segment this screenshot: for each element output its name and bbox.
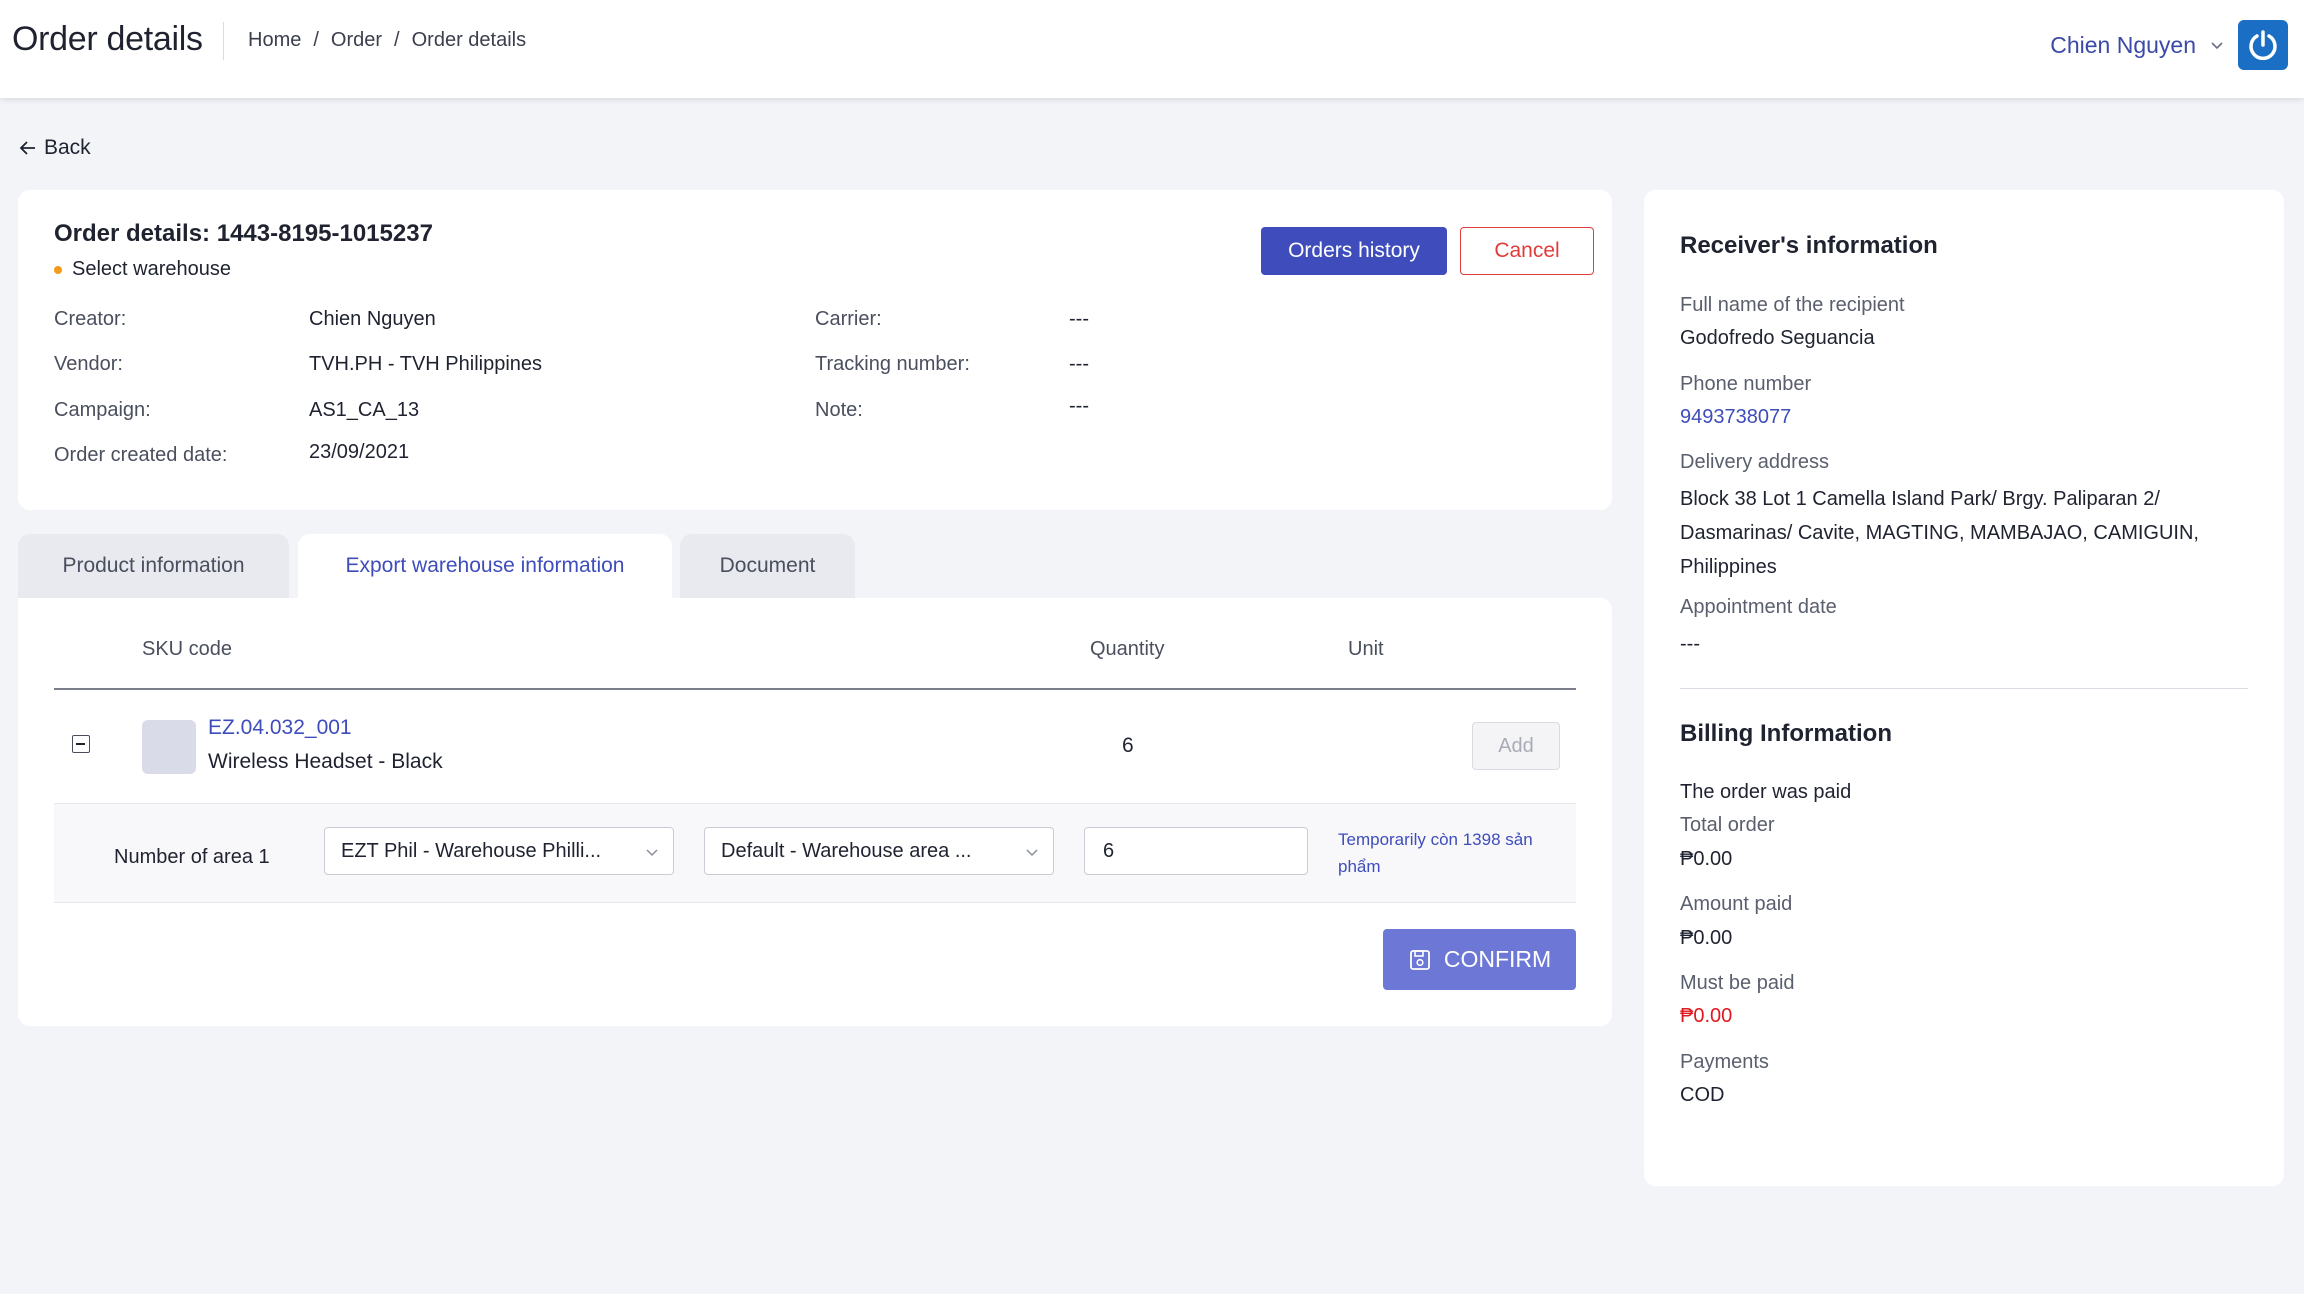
tab-document[interactable]: Document (680, 534, 855, 598)
collapse-row-icon[interactable] (72, 735, 90, 753)
created-date-value: 23/09/2021 (309, 441, 410, 463)
sku-link[interactable]: EZ.04.032_001 (208, 716, 352, 739)
appointment-date-label: Appointment date (1680, 596, 1837, 618)
column-header-sku: SKU code (142, 638, 233, 660)
arrow-left-icon (19, 141, 35, 155)
amount-paid-label: Amount paid (1680, 893, 1793, 915)
cancel-order-button[interactable]: Cancel (1460, 227, 1594, 275)
export-warehouse-panel: SKU code Quantity Unit EZ.04.032_001 Wir… (18, 598, 1612, 1026)
top-bar: Order details Home / Order / Order detai… (0, 0, 2304, 98)
must-be-paid-value: ₱0.00 (1680, 1005, 1733, 1027)
column-header-unit: Unit (1348, 638, 1384, 660)
warehouse-select[interactable]: EZT Phil - Warehouse Philli... (324, 827, 674, 875)
power-logo-icon[interactable] (2238, 20, 2288, 70)
column-header-quantity: Quantity (1090, 638, 1165, 660)
breadcrumb-current: Order details (411, 29, 527, 51)
product-name: Wireless Headset - Black (208, 750, 443, 773)
total-order-value: ₱0.00 (1680, 848, 1733, 870)
phone-label: Phone number (1680, 373, 1812, 395)
back-label: Back (44, 136, 91, 159)
delivery-address: Block 38 Lot 1 Camella Island Park/ Brgy… (1680, 488, 2199, 578)
breadcrumb-order[interactable]: Order (330, 29, 383, 51)
area-label: Number of area 1 (114, 846, 270, 868)
phone-number-link[interactable]: 9493738077 (1680, 406, 1792, 428)
area-quantity-input[interactable] (1084, 827, 1308, 875)
warehouse-area-select-value: Default - Warehouse area ... (721, 839, 972, 862)
receiver-billing-card: Receiver's information Full name of the … (1644, 190, 2284, 1186)
confirm-label: CONFIRM (1443, 946, 1552, 972)
confirm-button[interactable]: CONFIRM (1383, 929, 1576, 990)
recipient-name: Godofredo Seguancia (1680, 327, 1875, 349)
chevron-down-icon (646, 849, 658, 857)
payments-value: COD (1680, 1084, 1725, 1106)
order-title: Order details: 1443-8195-1015237 (54, 220, 433, 247)
breadcrumb-separator: / (394, 29, 400, 51)
breadcrumb: Home / Order / Order details (248, 29, 526, 52)
order-status: Select warehouse (54, 258, 231, 281)
stock-note: Temporarily còn 1398 sản phẩm (1338, 830, 1533, 876)
recipient-name-label: Full name of the recipient (1680, 294, 1905, 316)
product-thumbnail (142, 720, 196, 774)
must-be-paid-label: Must be paid (1680, 972, 1795, 994)
breadcrumb-separator: / (313, 29, 319, 51)
creator-value: Chien Nguyen (309, 308, 436, 330)
title-divider (223, 22, 224, 60)
warehouse-area-select[interactable]: Default - Warehouse area ... (704, 827, 1054, 875)
add-area-button[interactable]: Add (1472, 722, 1560, 770)
save-icon (1409, 949, 1430, 970)
campaign-label: Campaign: (54, 399, 151, 421)
tracking-label: Tracking number: (815, 353, 970, 375)
campaign-value: AS1_CA_13 (309, 399, 420, 421)
tab-product-information[interactable]: Product information (18, 534, 289, 598)
created-date-label: Order created date: (54, 444, 228, 466)
breadcrumb-home[interactable]: Home (248, 29, 302, 51)
warehouse-select-value: EZT Phil - Warehouse Philli... (341, 839, 602, 862)
tracking-value: --- (1069, 353, 1089, 375)
note-label: Note: (815, 399, 863, 421)
orders-history-button[interactable]: Orders history (1261, 227, 1447, 275)
back-link[interactable]: Back (18, 136, 91, 160)
vendor-value: TVH.PH - TVH Philippines (309, 353, 543, 375)
chevron-down-icon (1026, 849, 1038, 857)
vendor-label: Vendor: (54, 353, 123, 375)
billing-section-title: Billing Information (1680, 720, 1892, 747)
order-summary-card: Order details: 1443-8195-1015237 Select … (18, 190, 1612, 510)
chevron-down-icon[interactable] (2210, 38, 2224, 52)
carrier-label: Carrier: (815, 308, 882, 330)
order-status-text: Select warehouse (72, 258, 231, 280)
receiver-section-title: Receiver's information (1680, 232, 1938, 259)
creator-label: Creator: (54, 308, 127, 330)
carrier-value: --- (1069, 308, 1089, 330)
page-title: Order details (12, 20, 203, 58)
appointment-date: --- (1680, 633, 1700, 655)
payments-label: Payments (1680, 1051, 1769, 1073)
status-dot-icon (54, 265, 62, 274)
total-order-label: Total order (1680, 814, 1775, 836)
delivery-address-label: Delivery address (1680, 451, 1829, 473)
quantity-value: 6 (1122, 734, 1134, 757)
payment-status: The order was paid (1680, 781, 1852, 803)
table-header-divider (54, 688, 1576, 690)
tab-export-warehouse-information[interactable]: Export warehouse information (298, 534, 672, 598)
note-value: --- (1069, 395, 1089, 417)
amount-paid-value: ₱0.00 (1680, 927, 1733, 949)
user-name[interactable]: Chien Nguyen (2050, 31, 2196, 58)
section-divider (1680, 688, 2248, 689)
user-menu[interactable]: Chien Nguyen (2050, 20, 2288, 70)
